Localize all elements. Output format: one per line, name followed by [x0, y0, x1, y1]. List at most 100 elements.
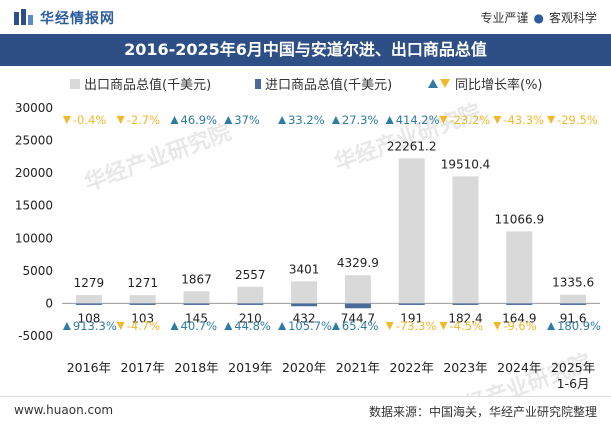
export-bar: [398, 158, 425, 304]
import-growth-up-icon: [62, 322, 71, 330]
export-growth-label: -2.7%: [127, 113, 160, 127]
import-growth-label: 44.8%: [234, 319, 271, 333]
chart-canvas: 30000 25000 20000 15000 10000 5000 0 -5000 1279 1…: [15, 101, 601, 391]
export-value-label: 11066.9: [494, 212, 544, 226]
import-value-label: 164.9: [502, 311, 536, 325]
tagline-right: 客观科学: [548, 11, 597, 25]
y-tick-label: 15000: [15, 199, 53, 213]
import-bar: [237, 303, 264, 305]
legend-import: 进口商品总值(千美元): [255, 74, 392, 93]
import-growth-down-icon: [116, 322, 125, 330]
import-growth-label: 65.4%: [342, 319, 379, 333]
import-growth-label: 180.9%: [557, 319, 601, 333]
import-value-label: 182.4: [448, 311, 482, 325]
export-growth-label: -29.5%: [557, 113, 598, 127]
y-tick-label: -5000: [18, 329, 53, 343]
export-growth-down-icon: [547, 116, 556, 124]
import-growth-label: -73.3%: [396, 319, 437, 333]
import-bar: [183, 303, 210, 305]
footer: www.huaon.com 数据来源：中国海关，华经产业研究院整理: [0, 396, 611, 426]
x-tick-label: 2023年: [443, 360, 487, 375]
export-value-label: 1279: [74, 276, 105, 290]
import-growth-up-icon: [170, 322, 179, 330]
dot-icon: ●: [533, 11, 544, 25]
y-tick-label: 0: [45, 296, 53, 310]
brand-name: 华经情报网: [40, 11, 115, 27]
export-bar: [75, 295, 102, 304]
legend-export-swatch: [70, 78, 80, 89]
export-value-label: 22261.2: [387, 139, 437, 153]
y-tick-label: 30000: [15, 101, 53, 115]
export-growth-label: 414.2%: [396, 113, 440, 127]
export-bar: [560, 294, 587, 304]
tagline-left: 专业严谨: [480, 11, 529, 25]
export-value-label: 3401: [289, 262, 320, 276]
legend-growth-label: 同比增长率(%): [455, 78, 543, 93]
export-bar: [344, 275, 371, 304]
down-triangle-icon: [440, 79, 450, 88]
import-growth-down-icon: [439, 322, 448, 330]
import-bar: [129, 303, 156, 305]
import-growth-label: -9.6%: [503, 319, 536, 333]
chart-title: 2016-2025年6月中国与安道尔进、出口商品总值: [0, 34, 611, 66]
x-tick-label: 2025年: [551, 360, 595, 375]
import-growth-label: 105.7%: [288, 319, 332, 333]
export-value-label: 4329.9: [337, 256, 379, 270]
legend-export-label: 出口商品总值(千美元): [84, 78, 212, 93]
import-value-label: 108: [77, 311, 100, 325]
import-growth-label: 913.3%: [73, 319, 117, 333]
export-value-label: 2557: [235, 268, 266, 282]
import-value-label: 191: [400, 311, 423, 325]
import-bar: [291, 303, 318, 307]
x-tick-label: 2022年: [390, 360, 434, 375]
import-growth-label: -4.7%: [127, 319, 160, 333]
import-value-label: 210: [239, 311, 262, 325]
legend-import-swatch: [255, 78, 261, 89]
import-bar: [398, 303, 425, 305]
export-bar: [291, 281, 318, 304]
export-growth-label: 46.9%: [181, 113, 218, 127]
import-bar: [344, 303, 371, 309]
x-tick-label: 2016年: [67, 360, 111, 375]
import-growth-up-icon: [224, 322, 233, 330]
export-value-label: 1335.6: [552, 276, 594, 290]
export-value-label: 1867: [181, 272, 212, 286]
y-tick-label: 10000: [15, 231, 53, 245]
export-bar: [452, 176, 479, 304]
export-value-label: 19510.4: [441, 157, 491, 171]
y-tick-label: 5000: [22, 264, 53, 278]
top-bar: 华经情报网 专业严谨 ● 客观科学: [0, 0, 611, 34]
export-bar: [183, 291, 210, 304]
export-growth-label: 33.2%: [288, 113, 325, 127]
export-growth-label: -43.3%: [503, 113, 544, 127]
export-growth-down-icon: [439, 116, 448, 124]
export-value-label: 1271: [127, 276, 158, 290]
x-tick-label: 2018年: [174, 360, 218, 375]
export-growth-down-icon: [116, 116, 125, 124]
legend: 出口商品总值(千美元) 进口商品总值(千美元) 同比增长率(%): [0, 72, 611, 94]
import-bar: [75, 303, 102, 305]
import-growth-up-icon: [331, 322, 340, 330]
export-growth-up-icon: [331, 116, 340, 124]
import-growth-up-icon: [547, 322, 556, 330]
export-growth-label: -23.2%: [450, 113, 491, 127]
import-growth-down-icon: [493, 322, 502, 330]
export-growth-down-icon: [62, 116, 71, 124]
import-value-label: 432: [293, 311, 316, 325]
import-value-label: 103: [131, 311, 154, 325]
up-triangle-icon: [428, 79, 438, 88]
import-value-label: 91.6: [560, 311, 587, 325]
footer-site: www.huaon.com: [14, 403, 114, 417]
footer-source: 数据来源：中国海关，华经产业研究院整理: [368, 405, 597, 419]
x-tick-label: 2024年: [497, 360, 541, 375]
import-growth-down-icon: [385, 322, 394, 330]
x-tick-label: 2020年: [282, 360, 326, 375]
export-growth-down-icon: [493, 116, 502, 124]
export-growth-label: -0.4%: [73, 113, 106, 127]
import-growth-up-icon: [278, 322, 287, 330]
export-growth-label: 27.3%: [342, 113, 379, 127]
export-bar: [129, 295, 156, 304]
tagline: 专业严谨 ● 客观科学: [480, 9, 597, 26]
import-value-label: 145: [185, 311, 208, 325]
export-growth-up-icon: [278, 116, 287, 124]
